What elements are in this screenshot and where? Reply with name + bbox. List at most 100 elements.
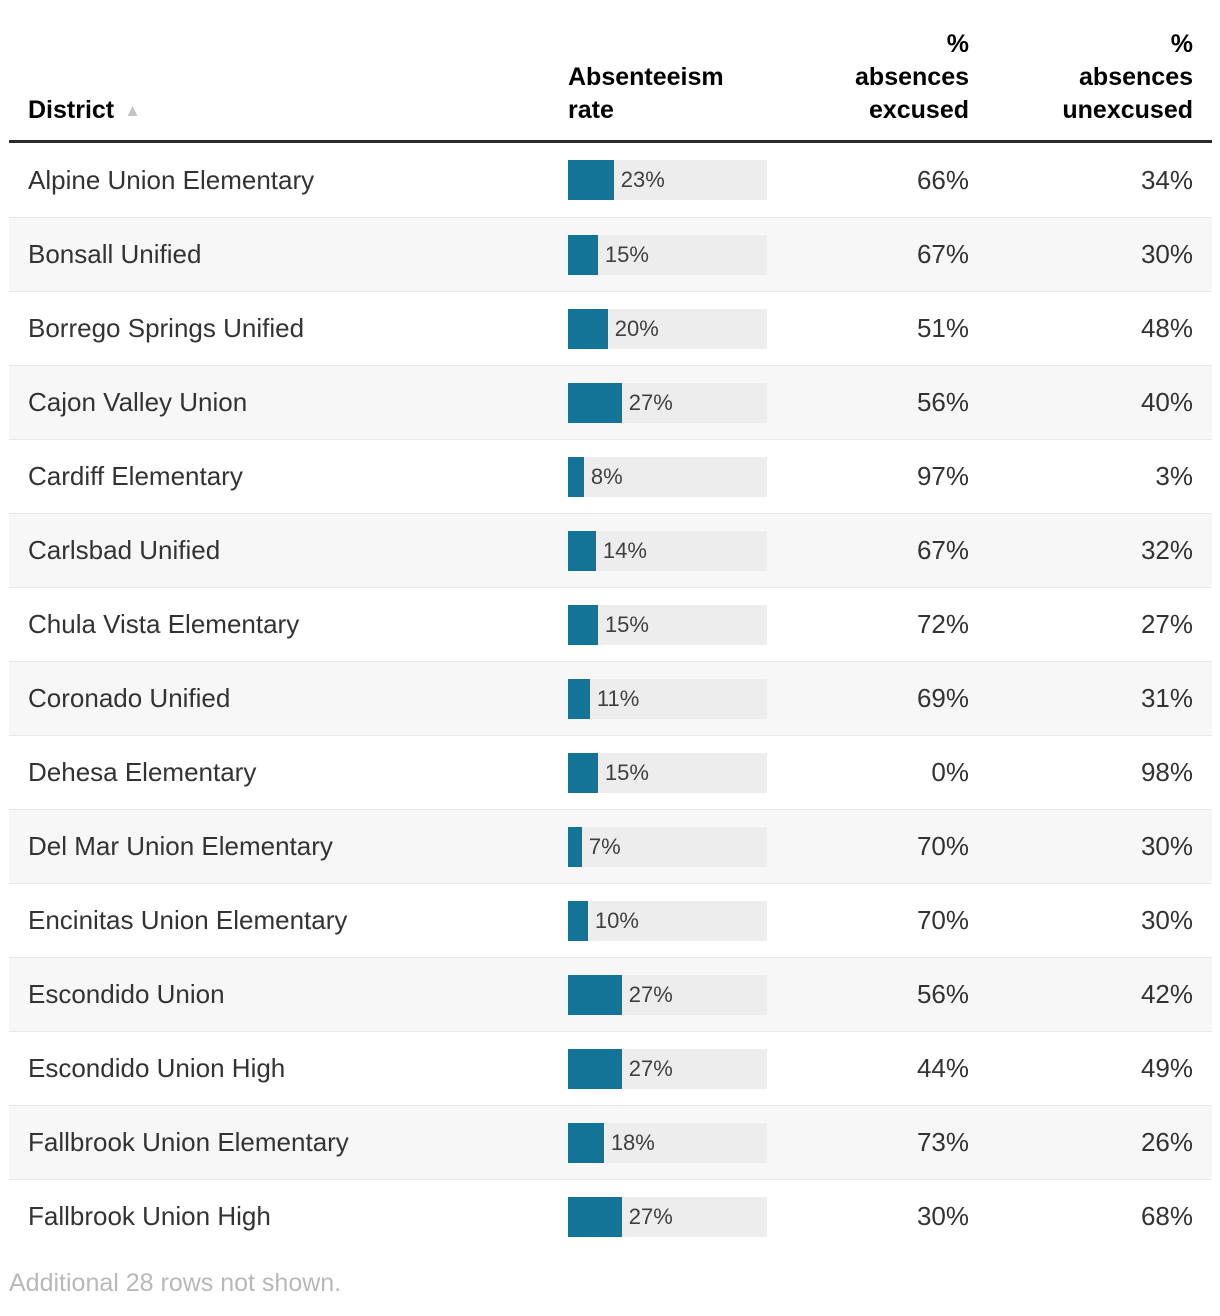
unexcused-value: 48%: [1140, 313, 1193, 343]
district-name: Cajon Valley Union: [28, 387, 248, 417]
absenteeism-rate-cell: 15%: [568, 752, 767, 793]
table-row: Bonsall Unified 15% 67% 30%: [9, 217, 1212, 291]
bar-track: 7%: [568, 826, 767, 867]
unexcused-value: 30%: [1140, 905, 1193, 935]
excused-value: 0%: [931, 757, 969, 787]
excused-value: 56%: [916, 979, 969, 1009]
column-header-absences-excused: % absences excused: [855, 30, 969, 124]
district-name: Alpine Union Elementary: [28, 164, 315, 195]
bar-track: 14%: [568, 530, 767, 571]
unexcused-value: 31%: [1140, 683, 1193, 713]
rate-bar: [568, 678, 590, 719]
excused-value: 73%: [916, 1127, 969, 1157]
rate-bar-label: 11%: [596, 685, 640, 711]
table-row: Dehesa Elementary 15% 0% 98%: [9, 735, 1212, 809]
rate-bar-label: 8%: [590, 463, 623, 489]
bar-track: 10%: [568, 900, 767, 941]
bar-track: 11%: [568, 678, 767, 719]
table-header-row: District ▲ Absenteeism rate % absences ex…: [9, 0, 1212, 143]
excused-value: 67%: [916, 239, 969, 269]
unexcused-value: 26%: [1140, 1127, 1193, 1157]
bar-track: 27%: [568, 382, 767, 423]
rate-bar: [568, 974, 622, 1015]
rate-bar-label: 27%: [628, 1203, 673, 1229]
absenteeism-rate-cell: 10%: [568, 900, 767, 941]
district-name: Escondido Union High: [28, 1053, 286, 1083]
excused-value: 69%: [916, 683, 969, 713]
bar-track: 8%: [568, 456, 767, 497]
bar-track: 27%: [568, 1196, 767, 1237]
absenteeism-rate-cell: 15%: [568, 234, 767, 275]
unexcused-value: 34%: [1140, 164, 1193, 195]
bar-track: 23%: [568, 160, 767, 200]
table-row: Escondido Union High 27% 44% 49%: [9, 1031, 1212, 1105]
excused-value: 70%: [916, 831, 969, 861]
district-name: Dehesa Elementary: [28, 757, 257, 787]
unexcused-value: 40%: [1140, 387, 1193, 417]
rate-bar: [568, 900, 588, 941]
rate-bar-label: 27%: [628, 389, 673, 415]
district-name: Fallbrook Union High: [28, 1201, 271, 1231]
absenteeism-rate-cell: 23%: [568, 160, 767, 200]
rate-bar-label: 27%: [628, 981, 673, 1007]
rate-bar-label: 20%: [614, 315, 659, 341]
district-name: Del Mar Union Elementary: [28, 831, 333, 861]
absenteeism-rate-cell: 14%: [568, 530, 767, 571]
table-body: Alpine Union Elementary 23% 66% 34% Bonsall …: [9, 143, 1212, 1253]
district-name: Fallbrook Union Elementary: [28, 1127, 349, 1157]
unexcused-value: 30%: [1140, 831, 1193, 861]
excused-value: 70%: [916, 905, 969, 935]
excused-value: 51%: [916, 313, 969, 343]
absenteeism-rate-cell: 15%: [568, 604, 767, 645]
absenteeism-rate-cell: 11%: [568, 678, 767, 719]
additional-rows-note: Additional 28 rows not shown.: [9, 1269, 342, 1297]
table-row: Encinitas Union Elementary 10% 70% 30%: [9, 883, 1212, 957]
absenteeism-rate-cell: 20%: [568, 308, 767, 349]
sort-ascending-icon: ▲: [124, 101, 141, 120]
bar-track: 20%: [568, 308, 767, 349]
rate-bar: [568, 456, 584, 497]
absenteeism-rate-cell: 8%: [568, 456, 767, 497]
bar-track: 15%: [568, 752, 767, 793]
district-header-label: District: [28, 96, 115, 124]
table-row: Cajon Valley Union 27% 56% 40%: [9, 365, 1212, 439]
table-row: Borrego Springs Unified 20% 51% 48%: [9, 291, 1212, 365]
absenteeism-rate-cell: 18%: [568, 1122, 767, 1163]
rate-bar-label: 7%: [588, 833, 621, 859]
table-row: Cardiff Elementary 8% 97% 3%: [9, 439, 1212, 513]
absenteeism-rate-cell: 27%: [568, 1048, 767, 1089]
districts-table: District ▲ Absenteeism rate % absences ex…: [9, 0, 1212, 1253]
table-row: Fallbrook Union Elementary 18% 73% 26%: [9, 1105, 1212, 1179]
excused-value: 72%: [916, 609, 969, 639]
district-name: Bonsall Unified: [28, 239, 202, 269]
rate-bar: [568, 160, 614, 200]
rate-bar-label: 15%: [604, 611, 649, 637]
rate-bar: [568, 530, 596, 571]
district-name: Encinitas Union Elementary: [28, 905, 348, 935]
table-row: Carlsbad Unified 14% 67% 32%: [9, 513, 1212, 587]
bar-track: 15%: [568, 604, 767, 645]
district-name: Coronado Unified: [28, 683, 231, 713]
district-name: Borrego Springs Unified: [28, 313, 305, 343]
rate-bar: [568, 234, 598, 275]
absenteeism-rate-cell: 27%: [568, 382, 767, 423]
absenteeism-rate-cell: 27%: [568, 974, 767, 1015]
unexcused-value: 32%: [1140, 535, 1193, 565]
table-row: Coronado Unified 11% 69% 31%: [9, 661, 1212, 735]
district-name: Cardiff Elementary: [28, 461, 243, 491]
column-header-absenteeism-rate: Absenteeism rate: [568, 63, 724, 124]
excused-value: 66%: [916, 164, 969, 195]
column-header-district[interactable]: District ▲: [9, 61, 568, 140]
rate-bar-label: 10%: [594, 907, 639, 933]
unexcused-value: 68%: [1140, 1201, 1193, 1231]
rate-bar: [568, 1048, 622, 1089]
rate-bar-label: 23%: [620, 167, 665, 192]
rate-bar: [568, 826, 582, 867]
table-row: Alpine Union Elementary 23% 66% 34%: [9, 143, 1212, 217]
rate-bar-label: 15%: [604, 241, 649, 267]
column-header-absences-unexcused: % absences unexcused: [1062, 30, 1193, 124]
rate-bar: [568, 604, 598, 645]
unexcused-value: 30%: [1140, 239, 1193, 269]
table-row: Escondido Union 27% 56% 42%: [9, 957, 1212, 1031]
rate-bar: [568, 1122, 604, 1163]
